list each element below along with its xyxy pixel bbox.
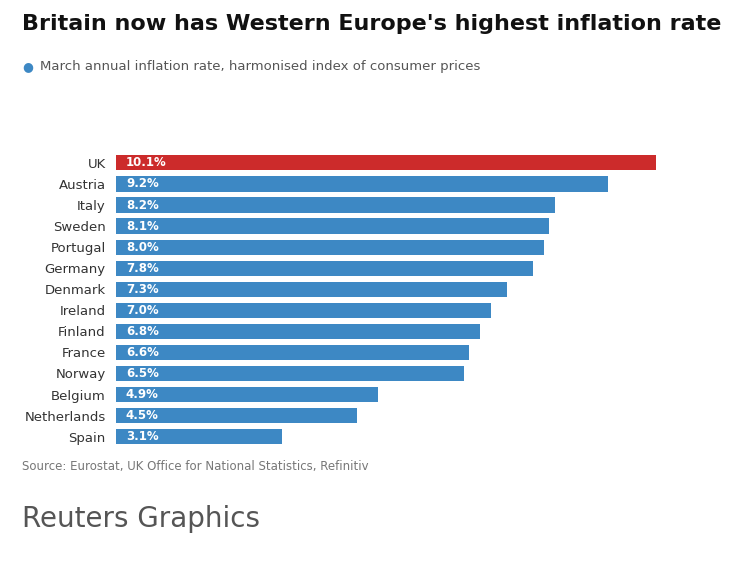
Bar (116, 345, 470, 360)
Text: 4.9%: 4.9% (126, 388, 159, 401)
Bar (116, 387, 378, 402)
Bar (116, 240, 544, 255)
Text: 4.5%: 4.5% (126, 409, 159, 422)
Text: 10.1%: 10.1% (126, 156, 166, 170)
Text: 9.2%: 9.2% (126, 178, 159, 191)
Text: March annual inflation rate, harmonised index of consumer prices: March annual inflation rate, harmonised … (40, 60, 480, 73)
Text: 8.2%: 8.2% (126, 199, 159, 211)
Bar (116, 303, 490, 318)
Text: 6.5%: 6.5% (126, 367, 159, 380)
Text: 3.1%: 3.1% (126, 430, 158, 443)
Bar (116, 219, 550, 234)
Text: Britain now has Western Europe's highest inflation rate: Britain now has Western Europe's highest… (22, 14, 722, 34)
Bar (116, 324, 480, 339)
Text: ●: ● (22, 60, 33, 73)
Bar (116, 176, 608, 191)
Text: 6.6%: 6.6% (126, 346, 159, 359)
Bar (116, 366, 464, 381)
Text: 6.8%: 6.8% (126, 325, 159, 338)
Text: 7.8%: 7.8% (126, 262, 159, 275)
Text: 8.1%: 8.1% (126, 220, 159, 232)
Bar (116, 282, 507, 297)
Bar (116, 429, 282, 444)
Text: 7.0%: 7.0% (126, 304, 158, 317)
Bar (116, 198, 555, 212)
Bar (116, 260, 533, 276)
Text: Reuters Graphics: Reuters Graphics (22, 505, 260, 533)
Text: 7.3%: 7.3% (126, 283, 158, 296)
Bar (116, 155, 656, 171)
Text: 8.0%: 8.0% (126, 240, 159, 254)
Text: Source: Eurostat, UK Office for National Statistics, Refinitiv: Source: Eurostat, UK Office for National… (22, 460, 369, 473)
Bar (116, 408, 357, 423)
